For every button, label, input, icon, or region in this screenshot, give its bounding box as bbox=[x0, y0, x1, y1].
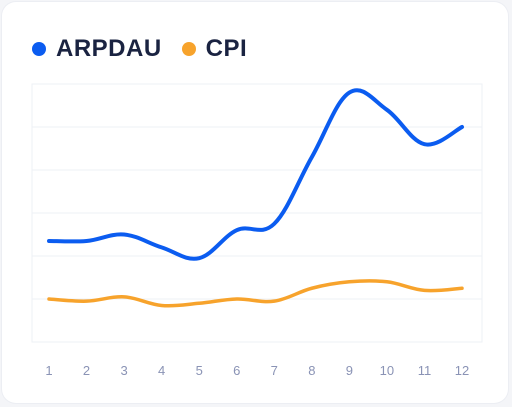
legend-swatch-cpi bbox=[181, 42, 196, 56]
legend-item-arpdau: ARPDAU bbox=[32, 35, 162, 63]
x-tick-label: 6 bbox=[233, 363, 240, 378]
x-axis-ticks: 1 2 3 4 5 6 7 8 9 10 11 12 bbox=[45, 363, 469, 378]
x-tick-label: 9 bbox=[346, 363, 353, 378]
x-tick-label: 2 bbox=[83, 363, 90, 378]
legend-swatch-arpdau bbox=[32, 42, 46, 56]
x-tick-label: 12 bbox=[455, 363, 469, 378]
legend-item-cpi: CPI bbox=[181, 35, 248, 63]
x-tick-label: 8 bbox=[308, 363, 315, 378]
grid bbox=[31, 83, 483, 343]
x-tick-label: 1 bbox=[45, 363, 52, 378]
legend-label-arpdau: ARPDAU bbox=[56, 35, 162, 62]
x-tick-label: 3 bbox=[120, 363, 127, 378]
legend-label-cpi: CPI bbox=[205, 35, 248, 62]
chart-card: ARPDAU CPI bbox=[2, 2, 508, 403]
x-tick-label: 5 bbox=[196, 363, 203, 378]
x-tick-label: 11 bbox=[418, 363, 432, 378]
x-tick-label: 7 bbox=[271, 363, 278, 378]
series-line-arpdau bbox=[47, 88, 464, 261]
series-line-cpi bbox=[47, 279, 464, 308]
x-tick-label: 10 bbox=[380, 363, 394, 378]
legend: ARPDAU CPI bbox=[32, 32, 247, 66]
x-tick-label: 4 bbox=[158, 363, 165, 378]
series-lines bbox=[47, 88, 464, 308]
